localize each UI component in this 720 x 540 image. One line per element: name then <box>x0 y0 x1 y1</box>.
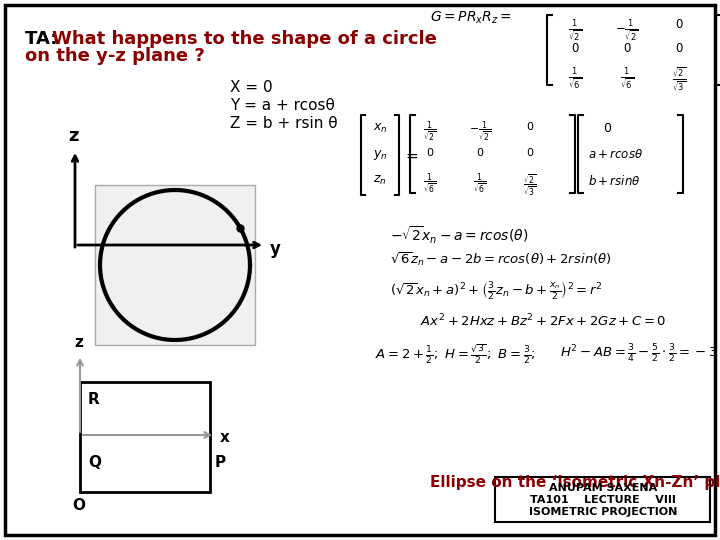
Text: $b + rsin\theta$: $b + rsin\theta$ <box>588 174 641 188</box>
Text: Z = b + rsin θ: Z = b + rsin θ <box>230 116 338 131</box>
Text: $\frac{1}{\sqrt{6}}$: $\frac{1}{\sqrt{6}}$ <box>620 66 634 91</box>
Text: $y_n$: $y_n$ <box>373 148 387 162</box>
Text: $0$: $0$ <box>603 122 612 135</box>
Text: x: x <box>220 430 230 445</box>
Text: $x_n$: $x_n$ <box>373 122 387 135</box>
Text: $a + rcos\theta$: $a + rcos\theta$ <box>588 148 643 161</box>
Text: $A= 2 + \frac{1}{2};\ H = \frac{\sqrt{3}}{2};\ B = \frac{3}{2};$: $A= 2 + \frac{1}{2};\ H = \frac{\sqrt{3}… <box>375 343 536 366</box>
Text: $\frac{1}{\sqrt{6}}$: $\frac{1}{\sqrt{6}}$ <box>474 172 487 197</box>
Text: $G = PR_xR_z = $: $G = PR_xR_z = $ <box>430 10 512 26</box>
Text: $0$: $0$ <box>526 146 534 158</box>
Text: $\frac{1}{\sqrt{6}}$: $\frac{1}{\sqrt{6}}$ <box>568 66 582 91</box>
Text: $0$: $0$ <box>526 120 534 132</box>
Text: $\sqrt{6}z_n - a - 2b = rcos(\theta) + 2rsin(\theta)$: $\sqrt{6}z_n - a - 2b = rcos(\theta) + 2… <box>390 250 612 268</box>
Text: $-\sqrt{2}x_n - a = rcos(\theta)$: $-\sqrt{2}x_n - a = rcos(\theta)$ <box>390 225 528 246</box>
Text: What happens to the shape of a circle: What happens to the shape of a circle <box>52 30 437 48</box>
Text: on the y-z plane ?: on the y-z plane ? <box>25 47 204 65</box>
Text: $\frac{1}{\sqrt{2}}$: $\frac{1}{\sqrt{2}}$ <box>423 120 436 145</box>
Text: R: R <box>88 392 100 407</box>
Text: $z_n$: $z_n$ <box>373 174 387 187</box>
Text: $\frac{\sqrt{2}}{\sqrt{3}}$: $\frac{\sqrt{2}}{\sqrt{3}}$ <box>523 172 536 198</box>
Text: z: z <box>74 335 83 350</box>
Text: TA:: TA: <box>25 30 63 48</box>
Text: Q: Q <box>88 455 101 470</box>
Text: Y = a + rcosθ: Y = a + rcosθ <box>230 98 335 113</box>
Text: y: y <box>270 240 281 258</box>
Text: $H^2 - AB = \frac{3}{4} - \frac{5}{2}\cdot\frac{3}{2} = -3 < 0$: $H^2 - AB = \frac{3}{4} - \frac{5}{2}\cd… <box>560 343 720 365</box>
Text: z: z <box>68 127 78 145</box>
Text: $0$: $0$ <box>426 146 434 158</box>
Text: O: O <box>72 498 85 513</box>
Text: $0$: $0$ <box>675 18 683 31</box>
Text: $\frac{\sqrt{2}}{\sqrt{3}}$: $\frac{\sqrt{2}}{\sqrt{3}}$ <box>672 66 686 93</box>
Bar <box>80 382 210 492</box>
Text: Ellipse on the ‘isometric Xn-Zn’ plane: Ellipse on the ‘isometric Xn-Zn’ plane <box>430 475 720 490</box>
Text: $-\frac{1}{\sqrt{2}}$: $-\frac{1}{\sqrt{2}}$ <box>469 120 491 145</box>
Text: P: P <box>215 455 226 470</box>
Text: TA101    LECTURE    VIII: TA101 LECTURE VIII <box>530 495 676 505</box>
Text: $\frac{1}{\sqrt{6}}$: $\frac{1}{\sqrt{6}}$ <box>423 172 436 197</box>
Text: X = 0: X = 0 <box>230 80 273 95</box>
Text: $0$: $0$ <box>675 42 683 55</box>
Bar <box>95 185 255 345</box>
Text: $Ax^2 + 2Hxz + Bz^2 + 2Fx + 2Gz + C = 0$: $Ax^2 + 2Hxz + Bz^2 + 2Fx + 2Gz + C = 0$ <box>420 313 667 329</box>
Text: $0$: $0$ <box>476 146 484 158</box>
Text: ANUPAM SAXENA: ANUPAM SAXENA <box>549 483 657 493</box>
Bar <box>495 477 710 522</box>
Text: $\frac{1}{\sqrt{2}}$: $\frac{1}{\sqrt{2}}$ <box>568 18 582 43</box>
Text: $=$: $=$ <box>403 147 419 163</box>
Text: ISOMETRIC PROJECTION: ISOMETRIC PROJECTION <box>528 507 678 517</box>
Text: $(\sqrt{2}x_n + a)^2 + \left(\frac{3}{2}z_n - b + \frac{x_n}{2}\right)^2 = r^2$: $(\sqrt{2}x_n + a)^2 + \left(\frac{3}{2}… <box>390 280 603 302</box>
Text: $0$: $0$ <box>571 42 580 55</box>
Text: $-\frac{1}{\sqrt{2}}$: $-\frac{1}{\sqrt{2}}$ <box>615 18 639 43</box>
Text: $0$: $0$ <box>623 42 631 55</box>
